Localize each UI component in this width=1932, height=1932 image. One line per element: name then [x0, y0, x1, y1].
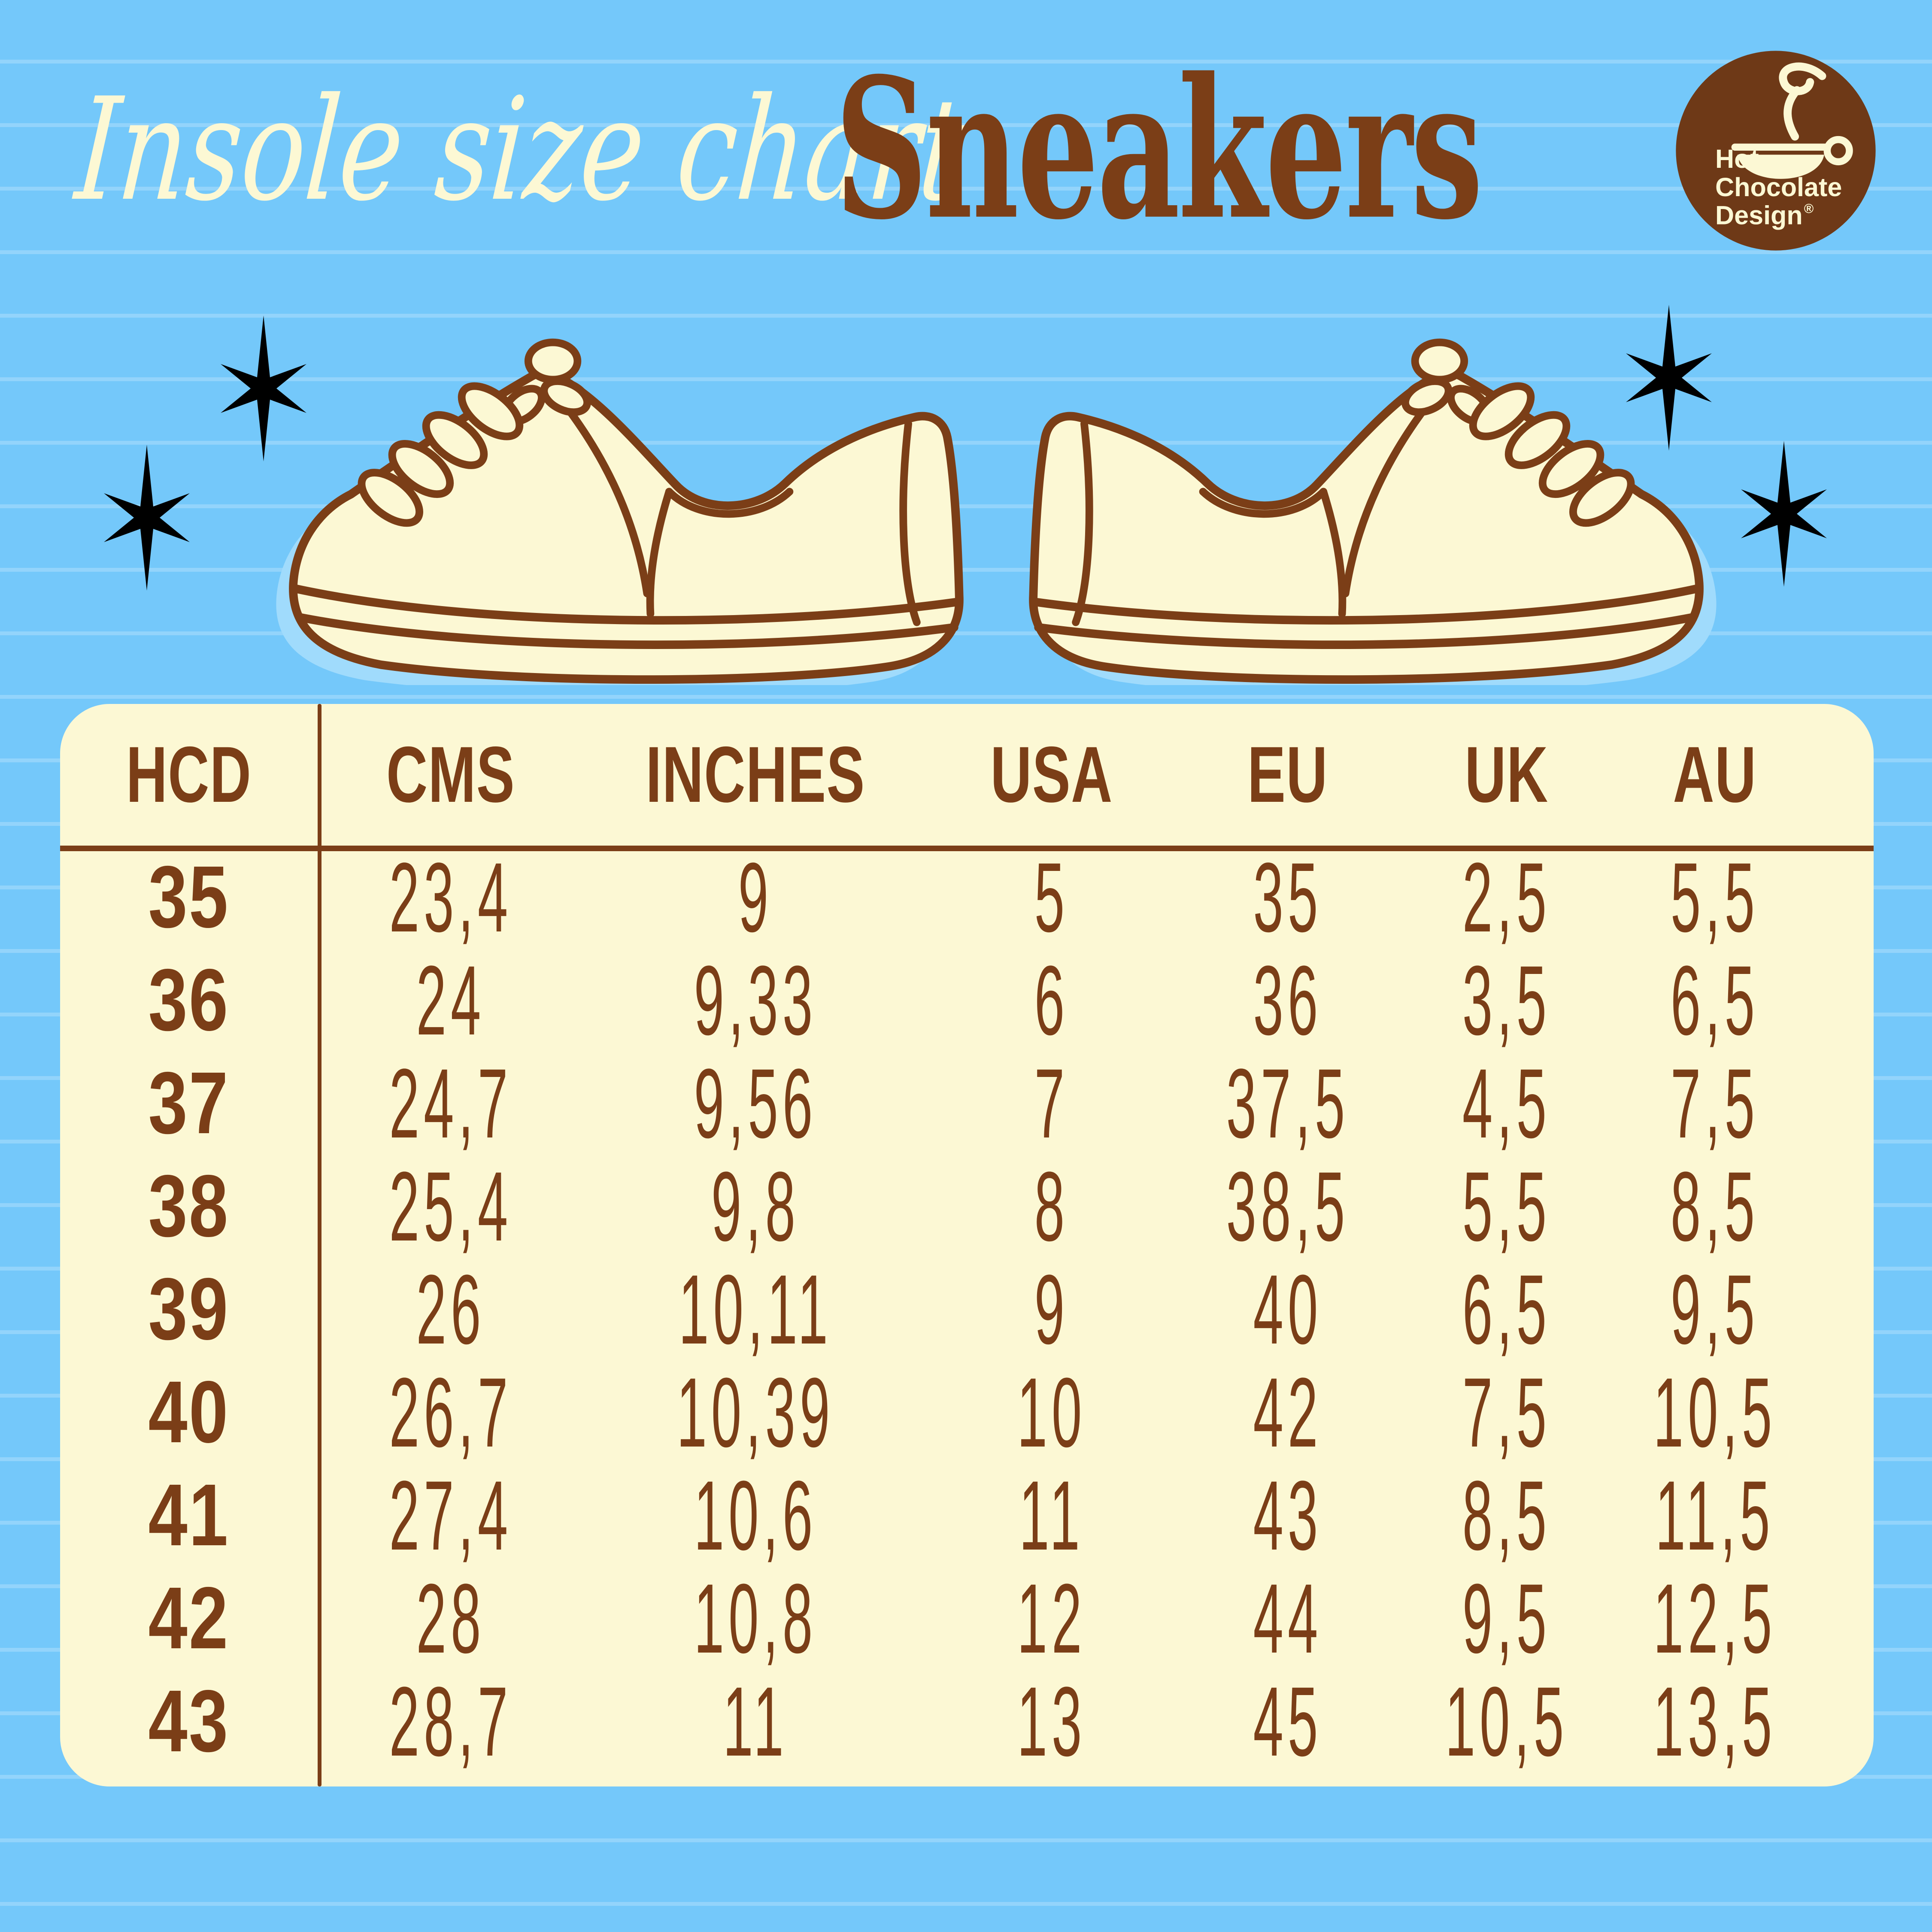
size-table-panel: HCD CMS INCHES USA EU UK AU 35 23,4 9 5 … — [60, 704, 1874, 1786]
cup-icon — [1731, 136, 1853, 179]
cell-uk: 7,5 — [1462, 1357, 1551, 1468]
cell-uk: 9,5 — [1462, 1563, 1551, 1674]
col-header-eu: EU — [1247, 731, 1328, 819]
cell-uk: 5,5 — [1462, 1151, 1551, 1262]
cell-au: 5,5 — [1670, 842, 1759, 952]
cell-uk: 3,5 — [1462, 945, 1551, 1055]
cell-au: 12,5 — [1653, 1563, 1777, 1674]
cell-cms: 26 — [416, 1254, 485, 1365]
cell-usa: 7 — [1034, 1048, 1069, 1159]
col-header-au: AU — [1673, 731, 1757, 819]
cell-eu: 42 — [1253, 1357, 1322, 1468]
cell-uk: 6,5 — [1462, 1254, 1551, 1365]
cell-au: 8,5 — [1670, 1151, 1759, 1262]
col-header-usa: USA — [990, 731, 1113, 819]
logo-text-chocolate: Chocolate — [1715, 173, 1842, 202]
sneaker-right-illustration — [1010, 329, 1722, 685]
cell-cms: 28,7 — [389, 1666, 513, 1777]
cell-cms: 24,7 — [389, 1048, 513, 1159]
cell-usa: 13 — [1017, 1666, 1086, 1777]
cell-usa: 5 — [1034, 842, 1069, 952]
cell-au: 10,5 — [1653, 1357, 1777, 1468]
sparkle-icon — [104, 445, 190, 591]
cell-cms: 26,7 — [389, 1357, 513, 1468]
sneaker-left-illustration — [270, 329, 983, 685]
cell-au: 9,5 — [1670, 1254, 1759, 1365]
cell-usa: 10 — [1017, 1357, 1086, 1468]
cell-eu: 36 — [1253, 945, 1322, 1055]
brand-logo: Hot Chocolate Design ® — [1676, 51, 1876, 251]
logo-text-hot: Hot — [1715, 144, 1759, 173]
cell-hcd: 42 — [148, 1569, 230, 1667]
cell-eu: 44 — [1253, 1563, 1322, 1674]
cell-eu: 37,5 — [1226, 1048, 1350, 1159]
product-title: Sneakers — [835, 36, 1483, 262]
cell-hcd: 39 — [148, 1260, 230, 1358]
cell-inches: 9 — [738, 842, 773, 952]
cell-inches: 11 — [723, 1666, 788, 1777]
sparkle-icon — [1741, 441, 1827, 587]
cell-uk: 2,5 — [1462, 842, 1551, 952]
cell-inches: 10,11 — [679, 1254, 832, 1365]
col-header-cms: CMS — [386, 731, 515, 819]
cell-hcd: 35 — [148, 848, 230, 946]
cell-hcd: 43 — [148, 1672, 230, 1770]
cell-eu: 38,5 — [1226, 1151, 1350, 1262]
steam-icon — [1779, 62, 1826, 141]
cell-cms: 24 — [416, 945, 485, 1055]
cell-usa: 11 — [1019, 1460, 1084, 1571]
cell-inches: 9,56 — [694, 1048, 817, 1159]
cell-hcd: 37 — [148, 1054, 230, 1152]
cell-eu: 45 — [1253, 1666, 1322, 1777]
table-vertical-divider — [318, 704, 321, 1786]
col-header-uk: UK — [1465, 731, 1549, 819]
cell-au: 6,5 — [1670, 945, 1759, 1055]
cell-hcd: 41 — [148, 1466, 230, 1564]
cell-uk: 4,5 — [1462, 1048, 1551, 1159]
table-header-rule — [60, 846, 1874, 851]
cell-hcd: 40 — [148, 1363, 230, 1461]
cell-cms: 28 — [416, 1563, 485, 1674]
cell-inches: 10,8 — [694, 1563, 817, 1674]
cell-eu: 43 — [1253, 1460, 1322, 1571]
cell-cms: 27,4 — [389, 1460, 513, 1571]
cell-cms: 25,4 — [389, 1151, 513, 1262]
size-table: HCD CMS INCHES USA EU UK AU 35 23,4 9 5 … — [60, 704, 1816, 1777]
cell-hcd: 38 — [148, 1157, 230, 1255]
logo-text-design: Design — [1715, 201, 1803, 230]
cell-inches: 9,33 — [694, 945, 817, 1055]
cell-eu: 35 — [1253, 842, 1322, 952]
col-header-inches: INCHES — [646, 731, 865, 819]
cell-uk: 10,5 — [1445, 1666, 1568, 1777]
cell-au: 11,5 — [1655, 1460, 1774, 1571]
cell-usa: 9 — [1034, 1254, 1069, 1365]
cell-usa: 8 — [1034, 1151, 1069, 1262]
logo-registered-mark: ® — [1804, 202, 1814, 216]
cell-au: 7,5 — [1670, 1048, 1759, 1159]
cell-eu: 40 — [1253, 1254, 1322, 1365]
cell-hcd: 36 — [148, 951, 230, 1049]
cell-inches: 9,8 — [711, 1151, 800, 1262]
cell-uk: 8,5 — [1462, 1460, 1551, 1571]
cell-inches: 10,39 — [676, 1357, 834, 1468]
cell-cms: 23,4 — [389, 842, 513, 952]
cell-inches: 10,6 — [694, 1460, 817, 1571]
cell-usa: 12 — [1017, 1563, 1086, 1674]
cell-usa: 6 — [1034, 945, 1069, 1055]
col-header-hcd: HCD — [126, 731, 252, 819]
cell-au: 13,5 — [1653, 1666, 1777, 1777]
